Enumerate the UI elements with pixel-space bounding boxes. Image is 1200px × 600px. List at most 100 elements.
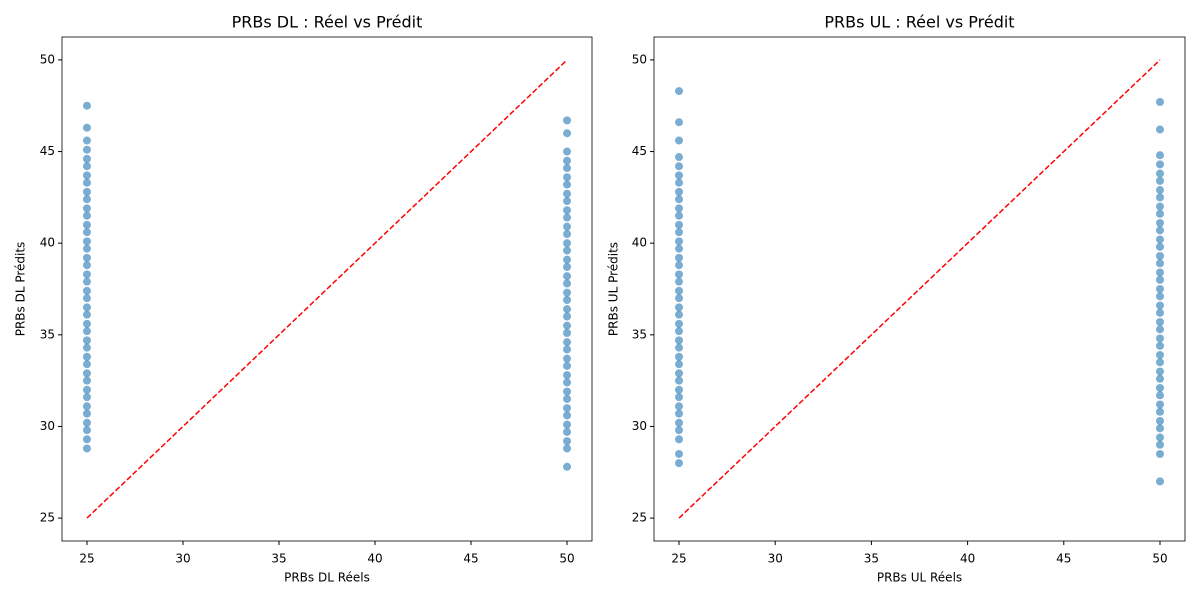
point <box>675 327 684 336</box>
point <box>1155 285 1164 293</box>
point <box>675 211 684 220</box>
y-tick-label: 50 <box>40 52 55 66</box>
point <box>1155 449 1164 458</box>
point <box>563 213 572 222</box>
point <box>675 195 684 204</box>
point <box>675 118 684 127</box>
point <box>563 338 572 347</box>
point <box>82 277 91 286</box>
point <box>675 87 684 96</box>
point <box>563 272 572 281</box>
point <box>675 449 684 458</box>
point <box>675 187 684 196</box>
point <box>563 197 572 206</box>
point <box>1155 268 1164 277</box>
point <box>82 376 91 385</box>
point <box>675 220 684 229</box>
point <box>563 129 572 138</box>
point <box>1155 400 1164 409</box>
point <box>1155 160 1164 169</box>
point <box>1155 235 1164 244</box>
point <box>1155 308 1164 317</box>
point <box>563 147 572 156</box>
y-tick-label: 30 <box>632 419 647 433</box>
point <box>82 418 91 427</box>
point <box>675 261 684 270</box>
point <box>1155 176 1164 185</box>
point <box>82 154 91 163</box>
point <box>675 369 684 378</box>
point <box>563 427 572 436</box>
point <box>1155 301 1164 310</box>
point <box>82 178 91 187</box>
point <box>563 255 572 264</box>
point <box>1155 317 1164 326</box>
point <box>1155 424 1164 433</box>
point <box>82 195 91 204</box>
point <box>82 343 91 352</box>
point <box>563 116 572 125</box>
subplot: PRBs DL : Réel vs Prédit PRBs DL Réels PRB… <box>14 13 593 585</box>
point <box>563 222 572 231</box>
point <box>563 295 572 304</box>
point <box>1155 367 1164 376</box>
x-tick-label: 35 <box>864 552 879 566</box>
x-axis-label: PRBs UL Réels <box>877 571 962 585</box>
point <box>1155 169 1164 178</box>
point <box>1155 275 1164 284</box>
x-tick-label: 45 <box>1056 552 1071 566</box>
point <box>82 261 91 270</box>
point <box>675 286 684 295</box>
point <box>82 435 91 444</box>
point <box>82 310 91 319</box>
point <box>1155 374 1164 383</box>
point <box>82 171 91 180</box>
point <box>82 426 91 435</box>
point <box>82 369 91 378</box>
x-tick-label: 50 <box>1152 552 1167 566</box>
point <box>563 288 572 297</box>
y-tick-label: 30 <box>40 419 55 433</box>
y-tick-label: 25 <box>632 511 647 525</box>
point <box>1155 193 1164 202</box>
point <box>1155 242 1164 251</box>
point <box>82 145 91 154</box>
point <box>675 270 684 279</box>
point <box>82 162 91 171</box>
x-tick-label: 25 <box>671 552 686 566</box>
point <box>675 153 684 162</box>
point <box>563 444 572 453</box>
point <box>82 136 91 145</box>
point <box>675 343 684 352</box>
plot-frame <box>653 36 1186 542</box>
y-tick-label: 45 <box>632 144 647 158</box>
y-tick-label: 45 <box>40 144 55 158</box>
plot-frame <box>61 36 593 542</box>
point <box>1155 391 1164 400</box>
point <box>675 418 684 427</box>
point <box>1155 440 1164 449</box>
point <box>1155 125 1164 134</box>
point <box>675 336 684 345</box>
point <box>82 101 91 110</box>
point <box>82 237 91 246</box>
point <box>675 237 684 246</box>
point <box>563 420 572 429</box>
point <box>82 444 91 453</box>
point <box>563 411 572 420</box>
point <box>563 312 572 321</box>
point <box>675 376 684 385</box>
point <box>563 354 572 363</box>
point <box>1155 383 1164 392</box>
point <box>1155 151 1164 160</box>
point <box>82 187 91 196</box>
point <box>1155 477 1164 486</box>
point <box>675 294 684 303</box>
point <box>82 360 91 369</box>
point <box>675 162 684 171</box>
point <box>82 303 91 312</box>
subplot: PRBs UL : Réel vs Prédit PRBs UL Réels PRB… <box>607 13 1186 585</box>
y-tick-label: 35 <box>40 327 55 341</box>
point <box>675 171 684 180</box>
